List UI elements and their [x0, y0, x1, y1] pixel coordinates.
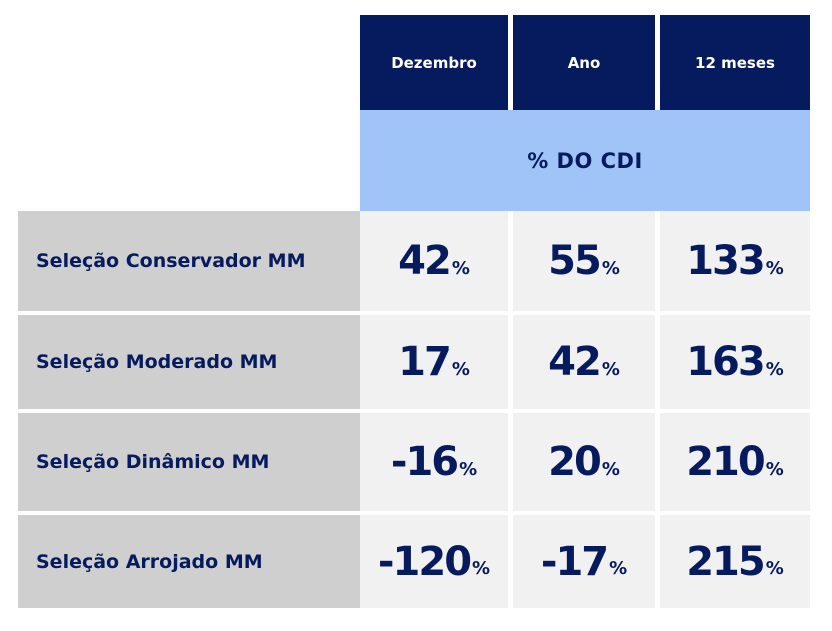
value-cell: 20%: [513, 413, 655, 511]
value-number: 42: [548, 339, 602, 385]
value-cell: -120%: [360, 515, 508, 608]
percent-sign: %: [459, 458, 478, 480]
percent-sign: %: [451, 257, 470, 279]
subheader-cdi: % DO CDI: [360, 110, 810, 211]
value-cell: 42%: [513, 315, 655, 409]
value-number: 133: [686, 238, 765, 284]
percent-sign: %: [601, 257, 620, 279]
value-number: 17: [398, 339, 452, 385]
column-header-12-meses: 12 meses: [660, 15, 810, 110]
value-cell: 215%: [660, 515, 810, 608]
value-cell: 163%: [660, 315, 810, 409]
percent-sign: %: [765, 458, 784, 480]
value-number: -17: [540, 538, 609, 585]
percent-sign: %: [601, 358, 620, 380]
row-label: Seleção Conservador MM: [18, 211, 360, 311]
value-cell: 133%: [660, 211, 810, 311]
value-number: 42: [398, 238, 452, 284]
row-label-text: Seleção Conservador MM: [36, 250, 306, 272]
percent-sign: %: [451, 358, 470, 380]
column-header-dezembro: Dezembro: [360, 15, 508, 110]
row-label-text: Seleção Arrojado MM: [36, 550, 263, 573]
column-header-ano: Ano: [513, 15, 655, 110]
row-label: Seleção Arrojado MM: [18, 515, 360, 608]
value-number: -16: [390, 439, 459, 485]
percent-sign: %: [601, 458, 620, 480]
row-label: Seleção Moderado MM: [18, 315, 360, 409]
column-header-label: Dezembro: [391, 53, 477, 72]
row-label-text: Seleção Dinâmico MM: [36, 451, 270, 473]
percent-sign: %: [765, 358, 784, 380]
value-number: 163: [686, 339, 765, 385]
value-number: -120: [377, 538, 472, 585]
value-number: 20: [548, 439, 602, 485]
value-cell: 210%: [660, 413, 810, 511]
percent-sign: %: [609, 558, 628, 579]
percent-sign: %: [472, 558, 491, 579]
row-label-text: Seleção Moderado MM: [36, 351, 278, 373]
percent-sign: %: [765, 257, 784, 279]
value-number: 210: [686, 439, 765, 485]
value-cell: 17%: [360, 315, 508, 409]
value-number: 55: [548, 238, 602, 284]
value-cell: -16%: [360, 413, 508, 511]
value-number: 215: [686, 538, 765, 585]
value-cell: -17%: [513, 515, 655, 608]
percent-sign: %: [765, 558, 784, 579]
value-cell: 55%: [513, 211, 655, 311]
column-header-label: Ano: [567, 53, 601, 72]
column-header-label: 12 meses: [695, 53, 775, 72]
value-cell: 42%: [360, 211, 508, 311]
row-label: Seleção Dinâmico MM: [18, 413, 360, 511]
subheader-label: % DO CDI: [527, 148, 643, 173]
